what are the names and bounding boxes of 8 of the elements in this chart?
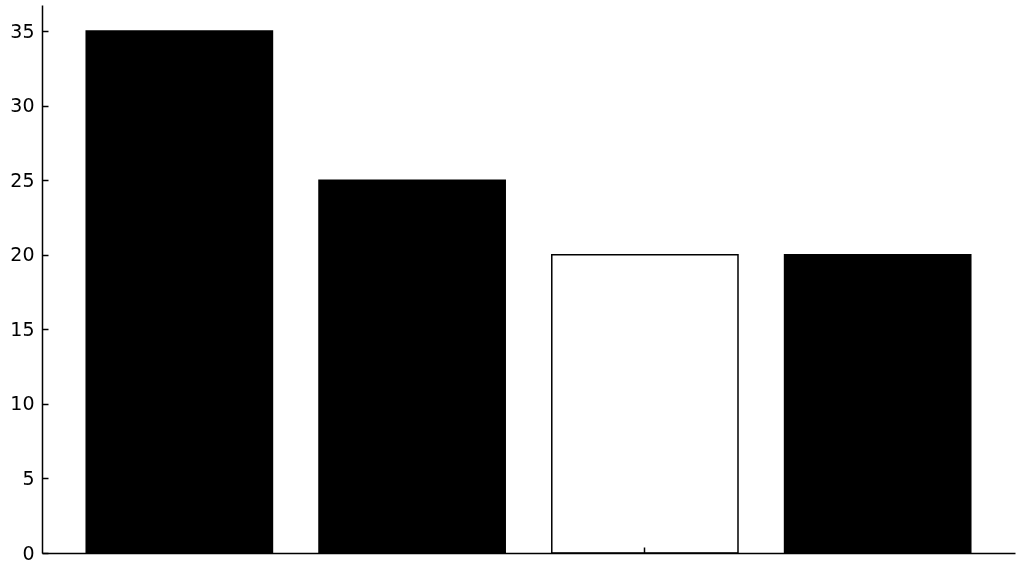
y-tick-label: 0 <box>22 541 35 564</box>
y-tick-label: 20 <box>10 243 35 266</box>
y-tick-label: 10 <box>10 392 35 415</box>
y-tick-label: 25 <box>10 168 35 191</box>
y-tick-label: 30 <box>10 94 35 117</box>
y-tick-label: 35 <box>10 19 35 42</box>
y-tick-label: 5 <box>22 466 35 489</box>
y-tick-label: 15 <box>10 317 35 340</box>
